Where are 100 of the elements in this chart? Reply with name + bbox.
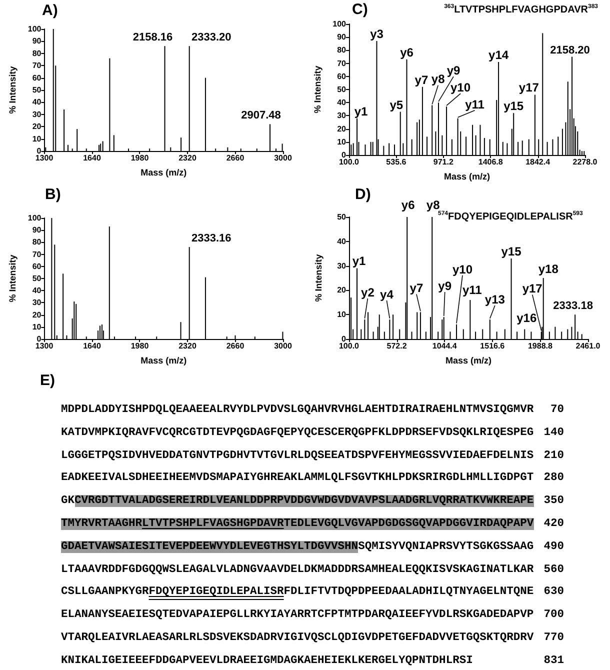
text: TMYRVRTAAGHR — [61, 518, 142, 530]
y-tick-label: 20 — [337, 286, 347, 295]
text: EADKEEIVALSDHEEIHEEMVDSMAPAIYGHREAKLAMMLQLFSGVTKHLPDKSRIRGDLHMLLIGDPGT — [61, 472, 534, 484]
text: MDPDLADDYISHPDQLQEAAEEALRVYDLPVDVSLGQAHVRVHGLAEHTDIRAIRAEHLNTMVSIQGMVR — [61, 404, 534, 416]
y-tick-label: 30 — [32, 298, 42, 308]
category-label: 70 — [550, 404, 564, 416]
y-tick-label: 70 — [337, 58, 347, 68]
text: TEDLEVGQLVGVAPDGDGSGQVAPDGGVIRDAQPAPV — [284, 518, 534, 530]
annotation: y13 — [484, 292, 506, 306]
annotation: y18 — [538, 262, 559, 276]
x-tick-label: 2461.0 — [576, 342, 601, 350]
y-tick-label: 80 — [32, 48, 42, 58]
x-tick-label: 1980 — [130, 154, 150, 162]
annotation: 2907.48 — [241, 110, 281, 122]
x-tick-label: 1980 — [130, 342, 150, 350]
y-tick-label: 90 — [32, 226, 42, 235]
annotation: y8 — [426, 198, 440, 212]
text: FDQYEPIGEQIDLEPALISR — [148, 586, 284, 598]
x-tick-label: 2660 — [226, 154, 245, 162]
annotation: 2333.16 — [191, 232, 232, 245]
y-axis-title: % Intensity — [8, 254, 18, 302]
category-label: 140 — [544, 426, 564, 439]
annotation: y14 — [488, 48, 509, 62]
y-tick-label: 40 — [32, 98, 42, 107]
annotation: y15 — [501, 244, 522, 258]
annotation: y6 — [401, 198, 416, 212]
y-tick-label: 0 — [342, 334, 347, 344]
y-tick-label: 50 — [337, 85, 347, 94]
x-axis-title: Mass (m/z) — [140, 168, 187, 178]
x-tick-label: 535.6 — [386, 158, 407, 166]
y-tick-label: 60 — [32, 262, 42, 271]
x-axis-title: Mass (m/z) — [445, 356, 492, 366]
annotation: y11 — [462, 282, 482, 297]
text: LTVTPSHPLFVAGSHGPDAVR — [142, 518, 284, 530]
annotation: y17 — [518, 80, 540, 95]
text: LGGGETPQSIDVHVEDDATGNVTPGDHVTVTGVLRLDQSEEATDSPVFEHYMEGSSVVIEDAEFDELNIS — [61, 450, 534, 462]
annotation: y11 — [465, 97, 485, 112]
annotation: y17 — [522, 282, 543, 296]
y-tick-label: 10 — [337, 310, 347, 320]
text: VTARQLEAIVRLAEASARLRLSDSVEKSDADRVIGIVQSCLQDIGVDPETGEFDADVVETGQSKTQRDRV — [61, 632, 534, 644]
annotation: y16 — [516, 311, 537, 326]
text: SQMISYVQNIAPRSVYTSGKGSSAAG — [358, 540, 534, 553]
annotation: y9 — [446, 64, 460, 78]
category-label: 560 — [544, 564, 564, 576]
x-axis-title: Mass (m/z) — [444, 172, 490, 182]
x-tick-label: 100.0 — [338, 342, 360, 350]
x-tick-label: 2320 — [178, 154, 197, 162]
text: GDAETVAWSAIESITEVEPDEEWVYDLEVEGTHSYLTDGVVSHN — [61, 540, 358, 553]
y-tick-label: 20 — [337, 124, 347, 134]
y-tick-label: 30 — [337, 261, 347, 270]
annotation: 2158.16 — [132, 32, 173, 44]
y-tick-label: 20 — [32, 310, 42, 320]
annotation: y8 — [431, 72, 446, 86]
annotation: 2158.20 — [550, 44, 590, 56]
annotation: y4 — [380, 287, 394, 302]
y-tick-label: 40 — [337, 98, 347, 108]
category-label: 210 — [544, 450, 564, 462]
y-axis-title: % Intensity — [8, 66, 18, 114]
annotation: y3 — [370, 27, 384, 42]
x-tick-label: 1406.8 — [478, 158, 504, 166]
annotation: y1 — [354, 104, 368, 118]
y-tick-label: 100 — [332, 20, 347, 28]
text: KATDVMPKIQRAVFVCQRCGTDTEVPQGDAGFQEPYQCESCERQGPFKLDPDRSEFVDSQKLRIQESPEG — [61, 426, 534, 439]
x-tick-label: 3000 — [274, 154, 292, 162]
y-tick-label: 60 — [337, 72, 347, 81]
y-tick-label: 30 — [337, 111, 347, 120]
y-tick-label: 10 — [32, 134, 42, 144]
category-label: 280 — [544, 472, 564, 484]
y-tick-label: 40 — [32, 286, 42, 296]
text: FDLIFTVTDQPDPEEDAALADHILQTNYAGELNTQNE — [284, 586, 534, 598]
text: GK — [61, 495, 75, 508]
y-tick-label: 90 — [32, 36, 42, 46]
chart-title: C) — [352, 1, 368, 18]
annotation: y7 — [414, 72, 428, 87]
x-tick-label: 2320 — [178, 342, 197, 350]
text: CSLLGAANPKYGR — [61, 586, 149, 598]
y-tick-label: 0 — [36, 146, 42, 156]
annotation: 2333.20 — [191, 32, 232, 44]
y-tick-label: 10 — [32, 322, 42, 332]
category-label: 700 — [544, 609, 564, 622]
category-label: 490 — [544, 540, 564, 553]
annotation: y7 — [410, 281, 424, 296]
y-tick-label: 100 — [28, 214, 42, 222]
x-tick-label: 2660 — [226, 342, 245, 350]
chart-title: A) — [42, 2, 58, 19]
x-tick-label: 1300 — [35, 342, 54, 350]
category-label: 831 — [544, 654, 564, 667]
x-tick-label: 1842.4 — [526, 158, 551, 166]
category-label: 420 — [544, 518, 564, 530]
text: ELANANYSEAEIESQTEDVAPAIEPGLLRKYIAYARRTCFPTMTPDARQAIEEFYVDLRSKGADEDAPVP — [61, 609, 534, 622]
annotation: y5 — [390, 98, 404, 112]
annotation: y15 — [504, 99, 524, 114]
y-tick-label: 20 — [32, 122, 42, 132]
y-tick-label: 40 — [337, 236, 347, 246]
category-label: 770 — [544, 632, 564, 644]
annotation: y6 — [400, 45, 414, 60]
annotation: y10 — [452, 262, 473, 276]
chart-title: D) — [355, 186, 371, 203]
y-axis-title: % Intensity — [312, 66, 322, 114]
y-tick-label: 80 — [337, 46, 347, 55]
